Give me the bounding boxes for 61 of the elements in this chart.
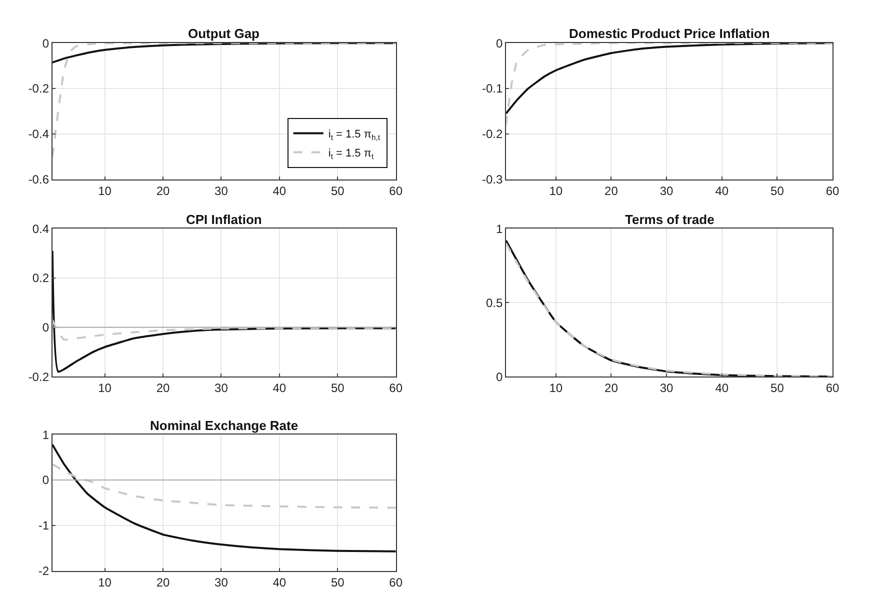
line-series xyxy=(52,250,396,373)
x-tick-label: 10 xyxy=(549,184,563,198)
line-series xyxy=(52,444,396,552)
x-tick-label: 50 xyxy=(770,184,784,198)
y-tick-label: -1 xyxy=(38,518,50,533)
x-tick-label: 40 xyxy=(272,184,286,198)
chart-title: Terms of trade xyxy=(625,212,714,227)
y-tick-label: -0.1 xyxy=(482,82,503,96)
x-tick-label: 10 xyxy=(98,381,112,395)
y-tick-label: -0.2 xyxy=(28,370,50,384)
x-tick-label: 20 xyxy=(604,184,618,198)
x-tick-label: 30 xyxy=(660,184,674,198)
y-tick-label: 0 xyxy=(42,36,50,50)
x-tick-label: 30 xyxy=(214,184,228,198)
x-tick-label: 40 xyxy=(715,381,729,395)
y-tick-label: -0.2 xyxy=(28,82,50,96)
x-tick-label: 50 xyxy=(770,381,784,395)
y-tick-label: -0.4 xyxy=(28,127,50,142)
y-tick-label: -2 xyxy=(38,564,50,578)
chart-title: Output Gap xyxy=(188,26,260,41)
y-tick-label: -0.2 xyxy=(482,127,503,142)
y-tick-label: 0 xyxy=(496,36,503,50)
x-tick-label: 20 xyxy=(604,381,618,395)
x-tick-label: 50 xyxy=(330,184,345,198)
x-tick-label: 60 xyxy=(826,381,840,395)
chart-title: CPI Inflation xyxy=(186,212,262,227)
x-tick-label: 10 xyxy=(98,575,112,590)
x-tick-label: 60 xyxy=(389,381,403,395)
y-tick-label: -0.3 xyxy=(482,172,503,187)
x-tick-label: 60 xyxy=(389,184,403,198)
x-tick-label: 20 xyxy=(156,184,170,198)
y-tick-label: 0.4 xyxy=(32,222,50,236)
x-tick-label: 20 xyxy=(156,575,170,590)
x-tick-label: 60 xyxy=(389,575,403,590)
legend-label: i$_{t}$ = 1.5 π$_{t}$ xyxy=(328,148,374,161)
line-series xyxy=(52,43,396,64)
x-tick-label: 60 xyxy=(826,184,840,198)
x-tick-label: 20 xyxy=(156,381,170,395)
y-tick-label: 1 xyxy=(42,428,50,442)
x-tick-label: 30 xyxy=(660,381,674,395)
y-tick-label: 0 xyxy=(42,473,50,488)
x-tick-label: 40 xyxy=(272,381,286,395)
chart-title: Nominal Exchange Rate xyxy=(150,418,298,433)
line-series xyxy=(52,43,396,158)
y-tick-label: 0.5 xyxy=(486,296,503,310)
x-tick-label: 50 xyxy=(330,381,345,395)
x-tick-label: 50 xyxy=(330,575,345,590)
x-tick-label: 10 xyxy=(549,381,563,395)
x-tick-label: 40 xyxy=(272,575,286,590)
x-tick-label: 30 xyxy=(214,381,228,395)
y-tick-label: -0.6 xyxy=(28,172,50,187)
chart-title: Domestic Product Price Inflation xyxy=(569,26,770,41)
x-tick-label: 10 xyxy=(98,184,112,198)
y-tick-label: 0 xyxy=(496,370,503,384)
y-tick-label: 0.2 xyxy=(32,271,50,286)
line-series xyxy=(52,463,396,509)
x-tick-label: 30 xyxy=(214,575,228,590)
y-tick-label: 1 xyxy=(496,222,503,236)
legend-label: i$_{t}$ = 1.5 π$_{h,t}$ xyxy=(328,128,381,142)
y-tick-label: 0 xyxy=(42,320,50,334)
x-tick-label: 40 xyxy=(715,184,729,198)
